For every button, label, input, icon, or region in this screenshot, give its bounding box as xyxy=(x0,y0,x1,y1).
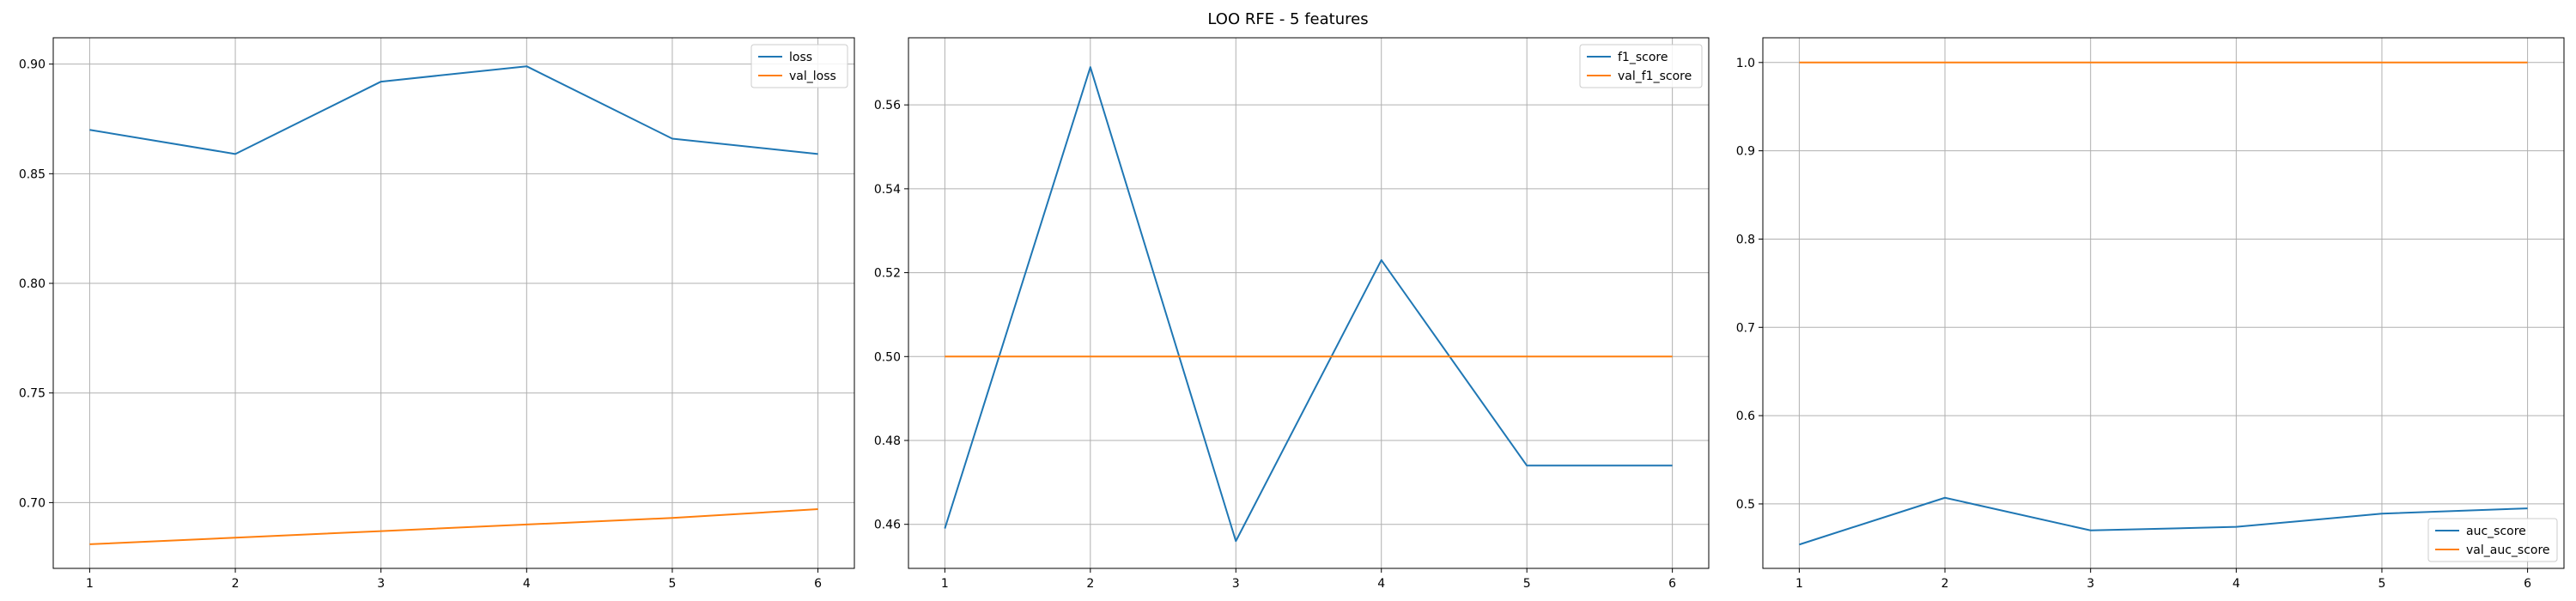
x-tick-label: 1 xyxy=(86,577,94,591)
legend-label: val_f1_score xyxy=(1618,70,1692,83)
axes-frame xyxy=(1762,37,2565,569)
legend-label: f1_score xyxy=(1618,51,1668,64)
x-tick-label: 5 xyxy=(2378,577,2385,591)
series-line-auc-score xyxy=(1799,496,2528,546)
y-tick-label: 0.90 xyxy=(19,58,46,72)
y-tick-label: 0.54 xyxy=(874,183,901,197)
y-tick-label: 0.50 xyxy=(874,350,901,364)
legend-label: val_auc_score xyxy=(2466,543,2550,557)
y-tick-label: 0.70 xyxy=(19,496,46,510)
y-tick-label: 0.48 xyxy=(874,434,901,448)
y-tick-label: 0.85 xyxy=(19,167,46,181)
y-tick-label: 0.56 xyxy=(874,99,901,112)
y-tick-label: 0.46 xyxy=(874,519,901,532)
y-tick-label: 0.52 xyxy=(874,267,901,281)
series-line-loss xyxy=(89,65,818,155)
y-tick-label: 0.7 xyxy=(1736,321,1755,335)
legend: f1_score val_f1_score xyxy=(1579,44,1703,88)
legend-box xyxy=(1579,44,1703,88)
axes-frame xyxy=(908,37,1710,569)
x-tick-label: 3 xyxy=(2087,577,2094,591)
legend-box xyxy=(750,44,848,88)
x-tick-label: 4 xyxy=(523,577,531,591)
y-tick-label: 1.0 xyxy=(1736,57,1755,70)
series-line-f1-score xyxy=(944,66,1673,543)
x-tick-label: 2 xyxy=(232,577,240,591)
figure-title: LOO RFE - 5 features xyxy=(1207,10,1368,28)
legend: loss val_loss xyxy=(750,44,848,88)
y-tick-label: 0.6 xyxy=(1736,410,1755,423)
x-tick-label: 4 xyxy=(2233,577,2240,591)
x-tick-label: 2 xyxy=(1941,577,1949,591)
x-tick-label: 2 xyxy=(1086,577,1094,591)
auc-score-panel: 1 2 3 4 5 6 0.5 0.6 0.7 0.8 0.9 1.0 auc_score val_auc… xyxy=(1736,37,2565,591)
y-tick-label: 0.75 xyxy=(19,387,46,401)
f1-score-panel: 1 2 3 4 5 6 0.46 0.48 0.50 0.52 0.54 0.56 f1_scoreva… xyxy=(874,37,1710,591)
axes-frame xyxy=(52,37,855,569)
legend-label: auc_score xyxy=(2466,525,2526,538)
legend-label: loss xyxy=(789,51,812,64)
plot-area xyxy=(53,38,854,568)
plot-area xyxy=(908,38,1709,568)
loss-panel: 1 2 3 4 5 6 0.70 0.75 0.80 0.85 0.90 loss val_loss xyxy=(19,37,855,591)
x-tick-label: 4 xyxy=(1377,577,1385,591)
legend-label: val_loss xyxy=(789,70,836,83)
y-tick-label: 0.5 xyxy=(1736,498,1755,512)
x-tick-label: 3 xyxy=(377,577,385,591)
y-tick-label: 0.9 xyxy=(1736,145,1755,159)
x-tick-label: 6 xyxy=(2524,577,2531,591)
x-tick-label: 1 xyxy=(941,577,949,591)
x-tick-label: 5 xyxy=(1523,577,1531,591)
legend-box xyxy=(2427,518,2558,562)
x-tick-label: 6 xyxy=(1668,577,1676,591)
legend: auc_score val_auc_score xyxy=(2427,518,2558,562)
x-tick-label: 1 xyxy=(1795,577,1803,591)
y-tick-label: 0.80 xyxy=(19,277,46,291)
plot-area xyxy=(1763,38,2564,568)
x-tick-label: 6 xyxy=(814,577,822,591)
y-tick-label: 0.8 xyxy=(1736,233,1755,246)
x-tick-label: 5 xyxy=(668,577,676,591)
x-tick-label: 3 xyxy=(1232,577,1240,591)
series-line-val-loss xyxy=(89,508,818,545)
